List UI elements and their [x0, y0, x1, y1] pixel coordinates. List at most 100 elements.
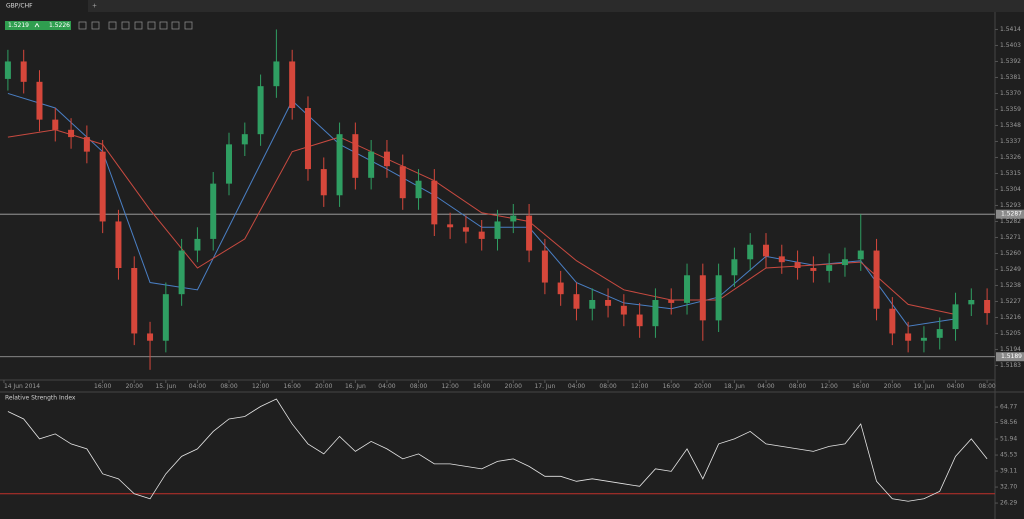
x-tick-label: 17. Jun — [534, 383, 555, 390]
candle-body — [447, 224, 454, 228]
candle-body — [652, 300, 659, 327]
candle-body — [52, 119, 59, 130]
candle-body — [320, 169, 327, 196]
y-tick-label: 1.5381 — [1000, 74, 1021, 81]
y-tick-label: 1.5249 — [1000, 266, 1021, 273]
x-tick-label: 14 Jun 2014 — [4, 383, 40, 390]
candle-body — [226, 144, 233, 184]
candle-body — [20, 61, 27, 82]
x-tick-label: 08:00 — [789, 383, 806, 390]
candle-body — [541, 250, 548, 283]
arrow-icon — [34, 22, 40, 28]
x-tick-label: 12:00 — [441, 383, 458, 390]
candle-body — [241, 134, 248, 145]
candle-body — [273, 61, 280, 87]
x-tick-label: 19. Jun — [914, 383, 935, 390]
ask: 1.5226 — [49, 22, 70, 29]
x-tick-label: 20:00 — [884, 383, 901, 390]
x-tick-label: 04:00 — [378, 383, 395, 390]
new-tab-button[interactable]: + — [92, 3, 97, 10]
y-tick-label: 64.77 — [1000, 404, 1017, 411]
candle-body — [968, 300, 975, 305]
x-tick-label: 12:00 — [252, 383, 269, 390]
y-tick-label: 1.5304 — [1000, 186, 1021, 193]
y-tick-label: 51.94 — [1000, 436, 1017, 443]
candle-body — [905, 333, 912, 341]
y-tick-label: 1.5282 — [1000, 218, 1021, 225]
timeframe[interactable] — [108, 21, 117, 30]
chart-type[interactable] — [121, 21, 130, 30]
y-tick-label: 1.5227 — [1000, 298, 1021, 305]
zoom-out[interactable] — [91, 21, 100, 30]
y-tick-label: 1.5216 — [1000, 314, 1021, 321]
candle-body — [557, 282, 564, 295]
price-marker — [996, 352, 1024, 362]
x-tick-label: 20:00 — [126, 383, 143, 390]
y-tick-label: 1.5238 — [1000, 282, 1021, 289]
tab-bar — [0, 0, 1024, 12]
price-marker-label: 1.5189 — [1001, 353, 1022, 360]
candle-body — [873, 250, 880, 309]
x-tick-label: 08:00 — [410, 383, 427, 390]
candle-body — [257, 86, 264, 135]
y-tick-label: 1.5194 — [1000, 346, 1021, 353]
candle-body — [99, 151, 106, 222]
tab[interactable] — [0, 0, 88, 12]
x-tick-label: 08:00 — [220, 383, 237, 390]
candle-body — [115, 221, 122, 268]
candle-body — [289, 61, 296, 108]
candle-body — [841, 259, 848, 266]
y-tick-label: 1.5205 — [1000, 330, 1021, 337]
candle-body — [399, 166, 406, 199]
candle-body — [478, 231, 485, 239]
x-tick-label: 16:00 — [663, 383, 680, 390]
candle-body — [494, 221, 501, 239]
candle-body — [4, 61, 11, 79]
candle-body — [889, 308, 896, 334]
x-tick-label: 18. Jun — [724, 383, 745, 390]
candle-body — [794, 262, 801, 268]
template[interactable] — [147, 21, 156, 30]
y-tick-label: 1.5315 — [1000, 170, 1021, 177]
candle-body — [36, 81, 43, 120]
candle-body — [589, 300, 596, 309]
candle-body — [747, 244, 754, 260]
x-tick-label: 08:00 — [599, 383, 616, 390]
candle-body — [620, 305, 627, 315]
indicators[interactable] — [134, 21, 143, 30]
rsi-line — [7, 398, 988, 502]
candle-body — [383, 151, 390, 167]
y-tick-label: 58.56 — [1000, 419, 1017, 426]
x-tick-label: 12:00 — [821, 383, 838, 390]
y-tick-label: 1.5403 — [1000, 42, 1021, 49]
x-tick-label: 12:00 — [631, 383, 648, 390]
bid: 1.5219 — [8, 22, 29, 29]
x-tick-label: 04:00 — [568, 383, 585, 390]
screenshot[interactable] — [159, 21, 168, 30]
x-tick-label: 20:00 — [694, 383, 711, 390]
settings[interactable] — [171, 21, 180, 30]
y-tick-label: 1.5348 — [1000, 122, 1021, 129]
candle-body — [605, 300, 612, 306]
candle-body — [352, 134, 359, 178]
price-marker-label: 1.5287 — [1001, 211, 1022, 218]
y-tick-label: 1.5359 — [1000, 106, 1021, 113]
candle-body — [920, 337, 927, 341]
draw[interactable] — [184, 21, 193, 30]
y-tick-label: 1.5183 — [1000, 362, 1021, 369]
candle-body — [368, 151, 375, 178]
candle-body — [178, 250, 185, 295]
y-tick-label: 1.5293 — [1000, 202, 1021, 209]
x-tick-label: 16:00 — [473, 383, 490, 390]
x-tick-label: 16:00 — [852, 383, 869, 390]
zoom-in[interactable] — [78, 21, 87, 30]
candle-body — [68, 129, 75, 138]
candle-body — [462, 227, 469, 232]
y-tick-label: 32.70 — [1000, 484, 1017, 491]
candle-body — [731, 259, 738, 276]
y-tick-label: 1.5370 — [1000, 90, 1021, 97]
candle-body — [147, 333, 154, 341]
toolbar — [78, 21, 193, 30]
candle-body — [715, 275, 722, 321]
